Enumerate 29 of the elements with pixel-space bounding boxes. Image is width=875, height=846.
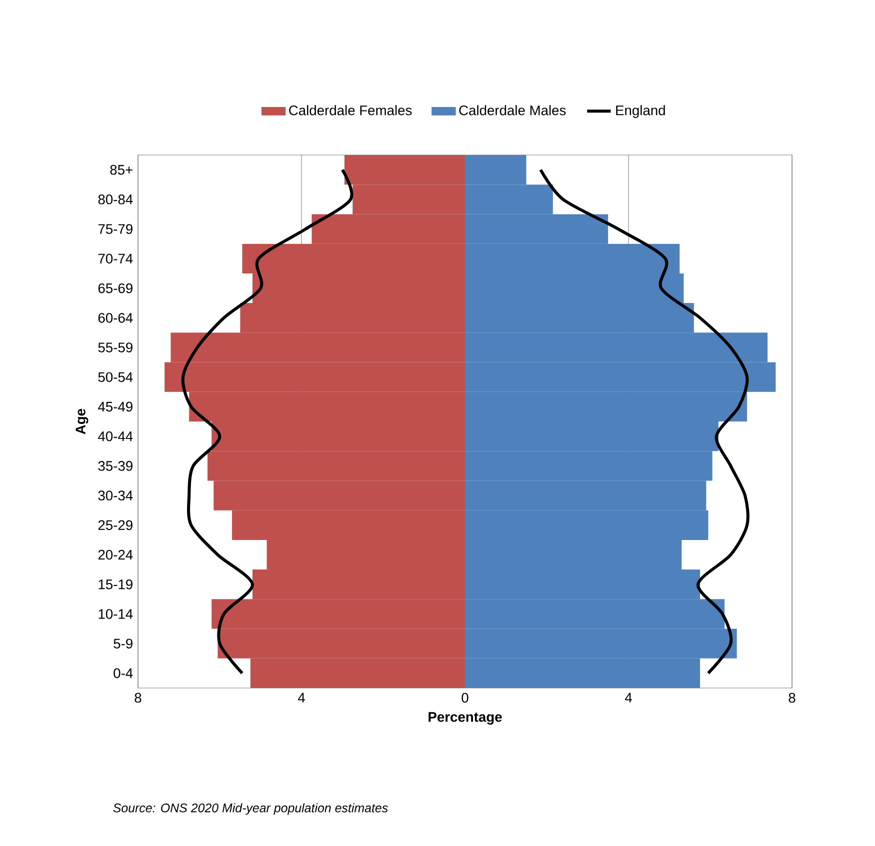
y-tick-label: 50-54 [98, 372, 133, 382]
legend-label: Calderdale Females [289, 105, 412, 116]
legend-label: England [616, 105, 665, 118]
y-tick-label: 40-44 [98, 431, 133, 442]
x-tick-label: 8 [134, 692, 142, 703]
y-tick-label: 0-4 [114, 668, 133, 678]
y-tick-label: 25-29 [98, 520, 132, 530]
y-tick-label: 75-79 [98, 224, 132, 234]
x-tick-label: 0 [462, 692, 468, 703]
source-note: Source: ONS 2020 Mid-year population estimates [113, 803, 388, 815]
x-tick-label: 4 [624, 692, 632, 702]
y-axis-title: Age [76, 408, 88, 434]
y-tick-label: 55-59 [98, 342, 132, 352]
y-tick-label: 80-84 [98, 194, 133, 204]
y-tick-label: 15-19 [98, 579, 132, 590]
y-tick-label: 60-64 [98, 312, 133, 323]
y-tick-label: 70-74 [98, 254, 133, 264]
y-tick-label: 20-24 [98, 550, 133, 560]
y-tick-label: 35-39 [98, 461, 132, 471]
y-tick-label: 65-69 [98, 283, 132, 294]
x-axis-title: Percentage [428, 712, 502, 725]
y-tick-label: 85+ [110, 164, 132, 175]
y-tick-label: 5-9 [114, 638, 132, 648]
legend-label: Calderdale Males [459, 105, 566, 116]
x-tick-label: 4 [298, 692, 305, 702]
y-tick-label: 45-49 [98, 402, 132, 412]
y-tick-label: 10-14 [98, 609, 133, 619]
x-tick-label: 8 [788, 692, 796, 703]
y-tick-label: 30-34 [98, 490, 133, 500]
